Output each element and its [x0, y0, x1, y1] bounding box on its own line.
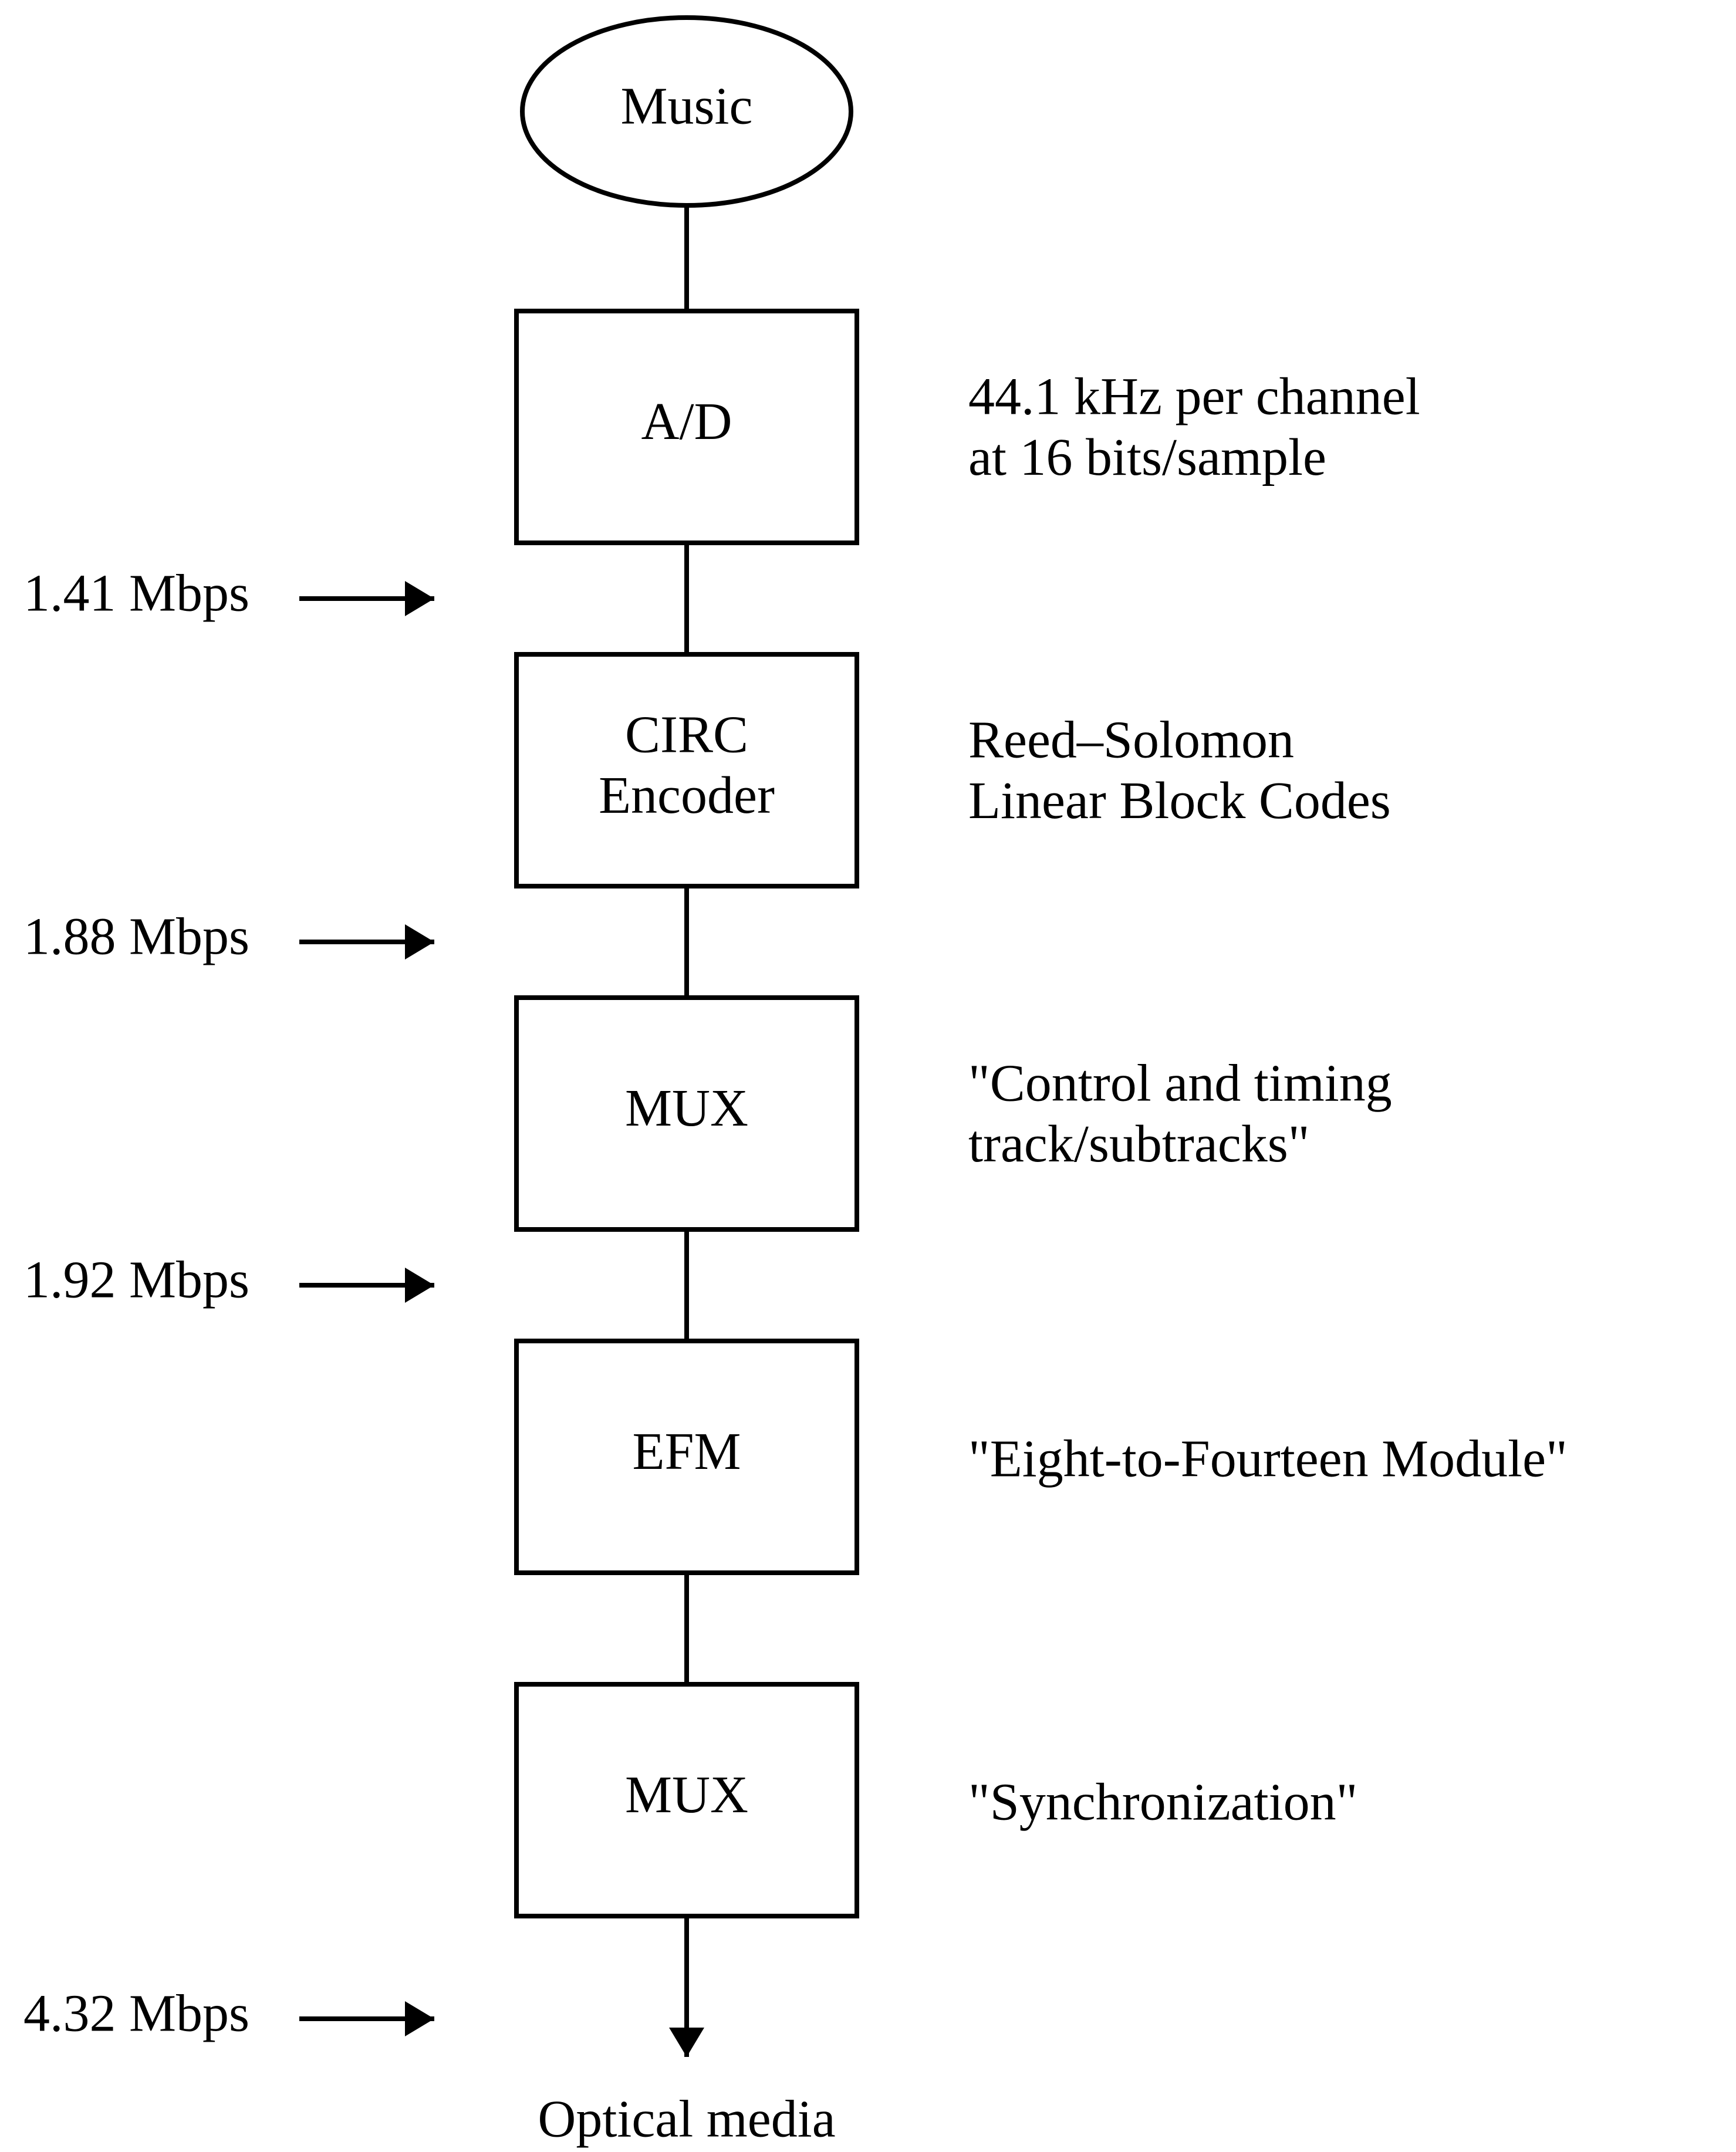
- rate-label: 1.41 Mbps: [23, 565, 249, 623]
- start-node-label: Music: [621, 77, 753, 136]
- side-annotation: track/subtracks": [968, 1115, 1310, 1173]
- process-box-label: MUX: [625, 1766, 748, 1824]
- process-box-label: EFM: [632, 1423, 741, 1481]
- rate-label: 4.32 Mbps: [23, 1985, 249, 2043]
- side-annotation: "Synchronization": [968, 1773, 1357, 1832]
- side-annotation: "Control and timing: [968, 1055, 1392, 1113]
- side-annotation: 44.1 kHz per channel: [968, 368, 1420, 426]
- diagram-background: [0, 0, 1736, 2152]
- process-box-label: A/D: [641, 393, 732, 451]
- process-box-label: Encoder: [599, 766, 775, 825]
- process-box-label: MUX: [625, 1079, 748, 1137]
- rate-label: 1.92 Mbps: [23, 1251, 249, 1309]
- side-annotation: at 16 bits/sample: [968, 428, 1326, 487]
- process-box-label: CIRC: [625, 705, 748, 763]
- side-annotation: Linear Block Codes: [968, 772, 1391, 830]
- side-annotation: "Eight-to-Fourteen Module": [968, 1430, 1568, 1488]
- flowchart-canvas: Music A/D 44.1 kHz per channelat 16 bits/s…: [0, 0, 1736, 2152]
- end-label: Optical media: [538, 2090, 835, 2148]
- rate-label: 1.88 Mbps: [23, 908, 249, 966]
- side-annotation: Reed–Solomon: [968, 711, 1294, 769]
